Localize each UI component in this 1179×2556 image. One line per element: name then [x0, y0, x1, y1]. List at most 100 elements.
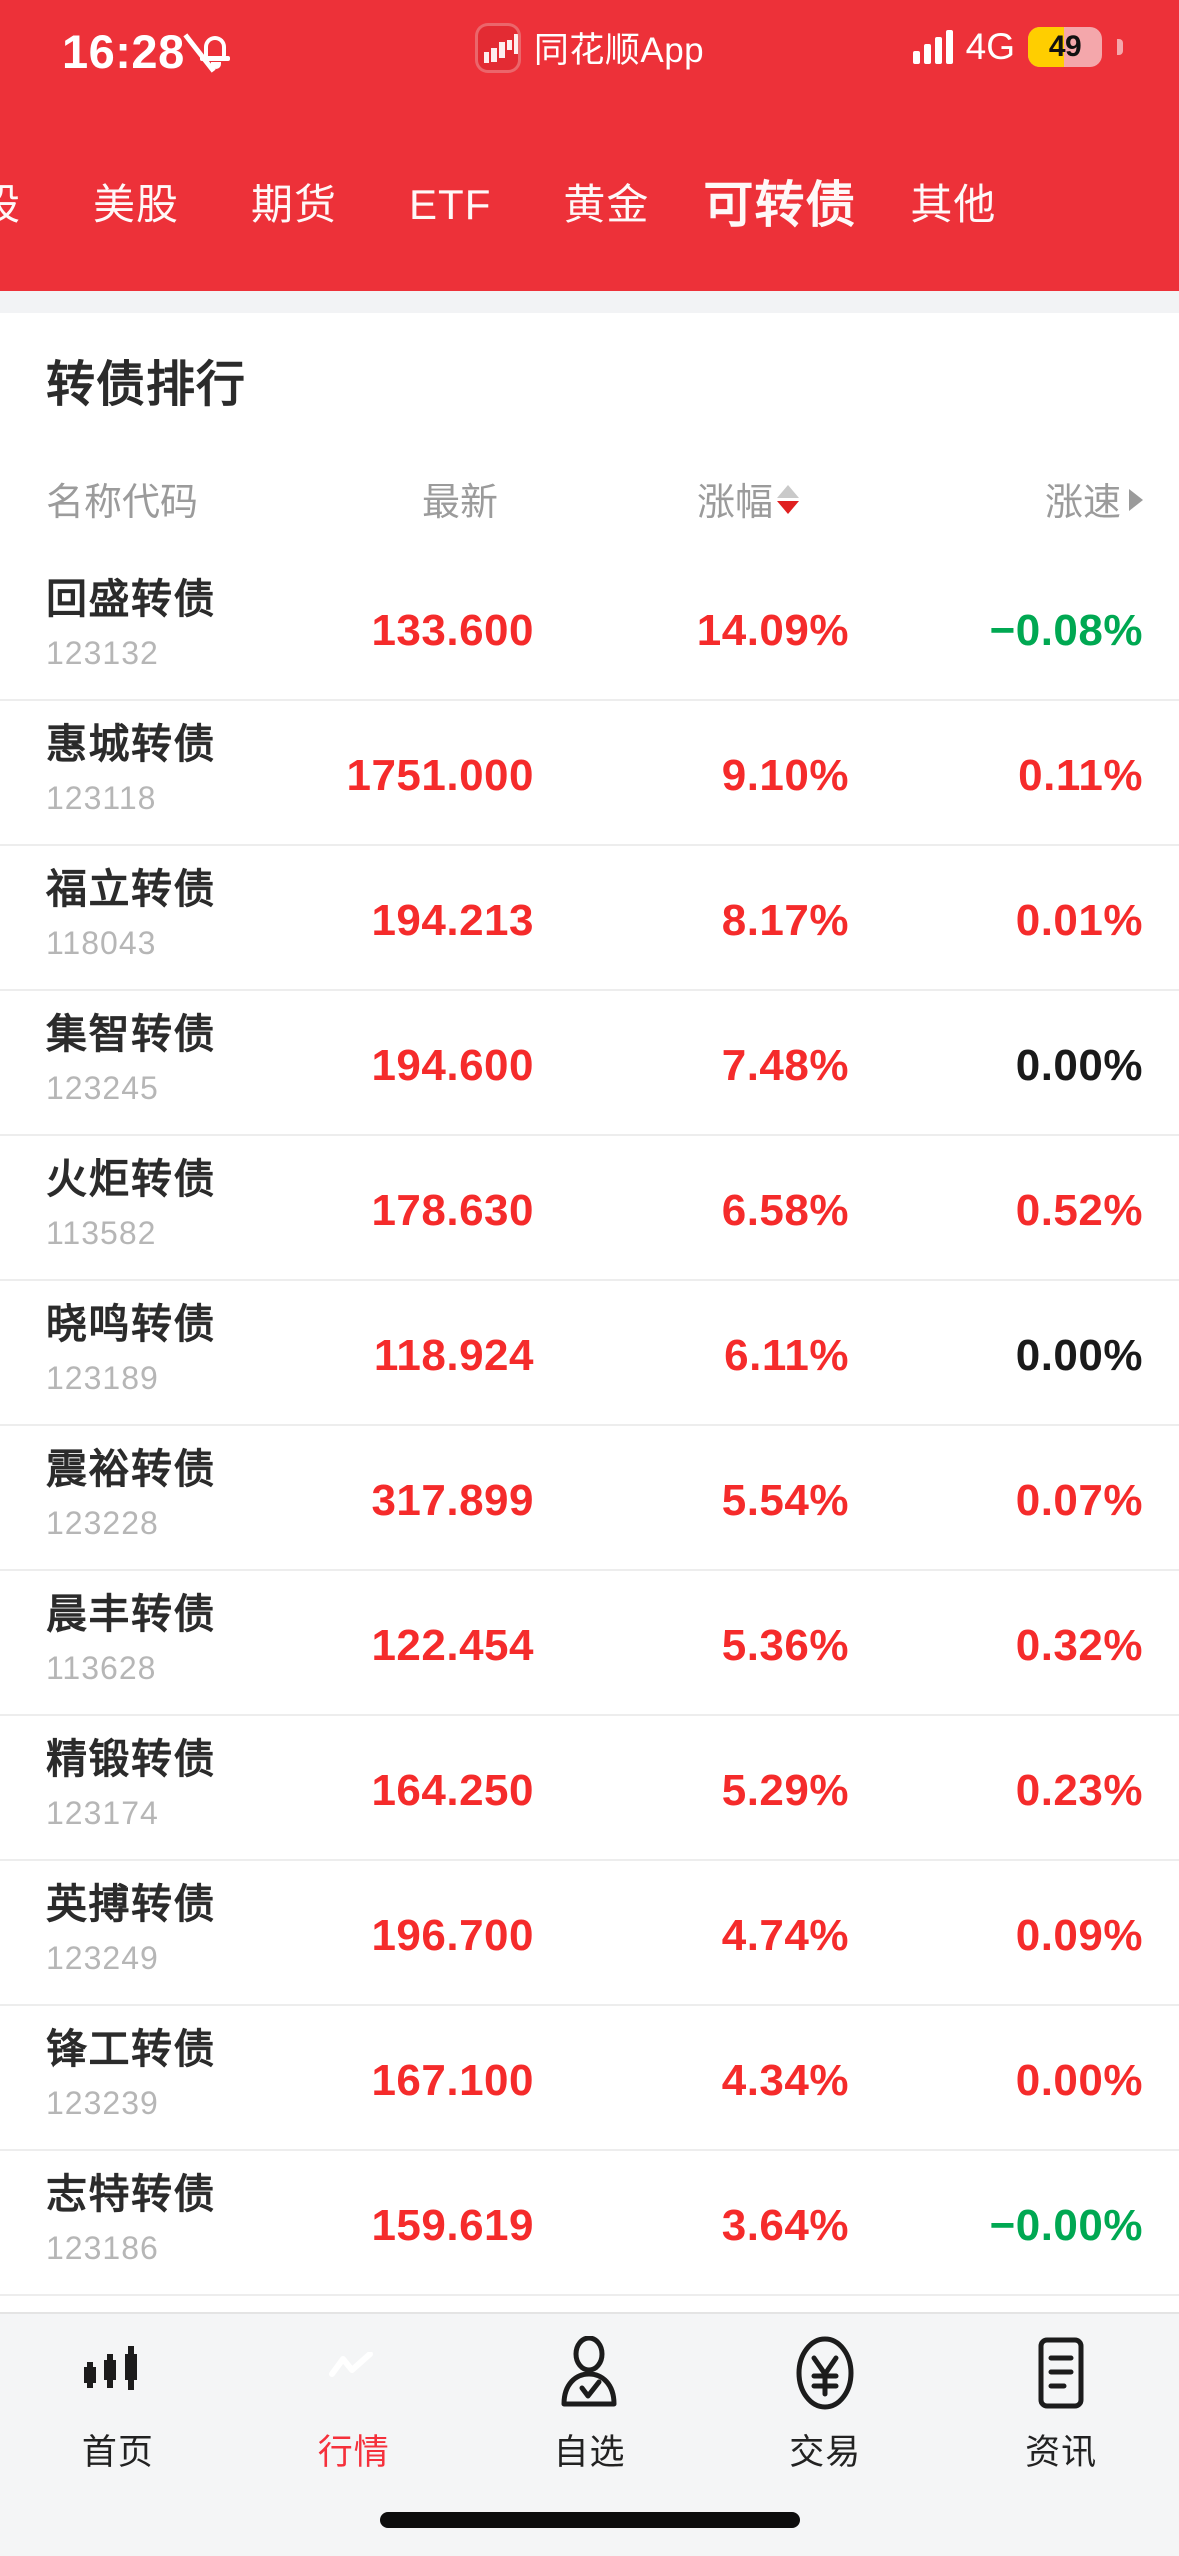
row-bond-code: 123228 [46, 1505, 159, 1542]
row-bond-code: 123118 [46, 780, 157, 817]
tab-home[interactable]: 首页 [0, 2336, 236, 2475]
bond-ranking-list[interactable]: 回盛转债 123132 133.600 14.09% −0.08% 惠城转债 123118 1… [0, 556, 1179, 2312]
row-speed-pct: 0.00% [1015, 1041, 1143, 1090]
row-last-price: 178.630 [371, 1186, 534, 1235]
tab-trade[interactable]: 交易 [707, 2336, 943, 2475]
chevron-right-icon[interactable] [1129, 489, 1143, 511]
row-bond-name: 晨丰转债 [46, 1591, 216, 1637]
column-header-last[interactable]: 最新 [422, 470, 498, 526]
row-change-pct: 6.11% [724, 1331, 849, 1380]
row-bond-name: 晓鸣转债 [46, 1301, 216, 1347]
row-last-price: 196.700 [371, 1911, 534, 1960]
row-speed-pct: 0.52% [1015, 1186, 1143, 1235]
status-bar-right: 4G 49 [912, 26, 1123, 68]
tab-home-label: 首页 [81, 2433, 154, 2472]
row-bond-name: 英搏转债 [46, 1881, 216, 1927]
table-row[interactable]: 集智转债 123245 194.600 7.48% 0.00% [0, 991, 1179, 1136]
table-row[interactable]: 回盛转债 123132 133.600 14.09% −0.08% [0, 556, 1179, 701]
network-type: 4G [965, 26, 1015, 67]
tab-market[interactable]: 行情 [236, 2336, 472, 2475]
row-bond-name: 惠城转债 [46, 721, 216, 767]
column-header-speed[interactable]: 涨速 [1045, 470, 1143, 526]
table-row[interactable]: 银轮转债 [0, 2296, 1179, 2312]
row-last-price: 167.100 [371, 2056, 534, 2105]
row-bond-name: 精锻转债 [46, 1736, 216, 1782]
nav-tab-0[interactable]: 股 [0, 183, 57, 226]
row-bond-name: 集智转债 [46, 1011, 216, 1057]
row-bond-code: 118043 [46, 925, 157, 962]
table-row[interactable]: 惠城转债 123118 1751.000 9.10% 0.11% [0, 701, 1179, 846]
row-bond-code: 113628 [46, 1650, 157, 1687]
row-last-price: 164.250 [371, 1766, 534, 1815]
row-change-pct: 4.34% [721, 2056, 849, 2105]
row-speed-pct: 0.11% [1018, 751, 1143, 800]
table-row[interactable]: 精锻转债 123174 164.250 5.29% 0.23% [0, 1716, 1179, 1861]
row-bond-name: 志特转债 [46, 2171, 216, 2217]
status-bar-left: 16:28 [62, 28, 233, 75]
row-bond-code: 123132 [46, 635, 159, 672]
tab-news[interactable]: 资讯 [943, 2336, 1179, 2475]
row-name-code: 惠城转债 123118 [46, 721, 216, 817]
row-change-pct: 7.48% [721, 1041, 849, 1090]
row-bond-name: 震裕转债 [46, 1446, 216, 1492]
row-name-code: 精锻转债 123174 [46, 1736, 216, 1832]
market-nav-tabs[interactable]: 股 美股 期货 ETF 黄金 可转债 其他 [0, 118, 1179, 291]
sort-arrows[interactable] [777, 484, 799, 514]
sort-ascending-icon[interactable] [777, 484, 799, 498]
nav-tab-5-active[interactable]: 可转债 [703, 176, 857, 233]
column-header-change[interactable]: 涨幅 [697, 470, 799, 526]
row-name-code: 锋工转债 123239 [46, 2026, 216, 2122]
row-speed-pct: 0.01% [1015, 896, 1143, 945]
row-change-pct: 9.10% [721, 751, 849, 800]
candlestick-app-logo-icon [474, 22, 521, 73]
tab-trade-label: 交易 [789, 2433, 862, 2472]
row-bond-code: 123249 [46, 1940, 159, 1977]
table-header: 名称代码 最新 涨幅 涨速 [0, 470, 1179, 556]
person-check-icon [552, 2335, 626, 2410]
nav-tab-6[interactable]: 其他 [910, 180, 997, 228]
status-time: 16:28 [62, 25, 185, 78]
battery-tip [1117, 39, 1123, 55]
tab-watchlist[interactable]: 自选 [472, 2335, 708, 2475]
column-header-last-label: 最新 [421, 481, 498, 524]
table-row[interactable]: 锋工转债 123239 167.100 4.34% 0.00% [0, 2006, 1179, 2151]
nav-tab-4[interactable]: 黄金 [563, 180, 650, 228]
row-name-code: 福立转债 118043 [46, 866, 216, 962]
table-row[interactable]: 火炬转债 113582 178.630 6.58% 0.52% [0, 1136, 1179, 1281]
row-name-code: 火炬转债 113582 [46, 1156, 216, 1252]
table-row[interactable]: 晓鸣转债 123189 118.924 6.11% 0.00% [0, 1281, 1179, 1426]
table-row[interactable]: 福立转债 118043 194.213 8.17% 0.01% [0, 846, 1179, 991]
status-bar-app-indicator: 同花顺App [0, 22, 1179, 73]
tab-news-label: 资讯 [1025, 2433, 1098, 2472]
nav-tab-3[interactable]: ETF [409, 180, 492, 228]
row-last-price: 194.600 [371, 1041, 534, 1090]
row-last-price: 1751.000 [346, 751, 534, 800]
line-chart-icon [317, 2336, 391, 2410]
row-last-price: 317.899 [371, 1476, 534, 1525]
candlestick-icon [81, 2336, 155, 2410]
battery-level: 49 [1048, 30, 1082, 63]
row-speed-pct: 0.00% [1015, 2056, 1143, 2105]
nav-tab-1[interactable]: 美股 [93, 180, 180, 228]
table-row[interactable]: 晨丰转债 113628 122.454 5.36% 0.32% [0, 1571, 1179, 1716]
row-name-code: 晓鸣转债 123189 [46, 1301, 216, 1397]
column-header-name-code[interactable]: 名称代码 [46, 470, 198, 526]
nav-tab-2[interactable]: 期货 [251, 180, 338, 228]
row-change-pct: 8.17% [721, 896, 849, 945]
row-change-pct: 6.58% [721, 1186, 849, 1235]
row-bond-code: 123186 [46, 2230, 159, 2267]
row-bond-code: 123174 [46, 1795, 159, 1832]
row-change-pct: 5.54% [721, 1476, 849, 1525]
table-row[interactable]: 震裕转债 123228 317.899 5.54% 0.07% [0, 1426, 1179, 1571]
row-last-price: 118.924 [373, 1331, 534, 1380]
bell-slash-icon [183, 32, 233, 73]
row-speed-pct: 0.32% [1015, 1621, 1143, 1670]
row-name-code: 志特转债 123186 [46, 2171, 216, 2267]
bottom-tab-bar[interactable]: 首页 行情 自选 [0, 2312, 1179, 2556]
sort-descending-icon[interactable] [777, 500, 799, 514]
row-speed-pct: 0.00% [1015, 1331, 1143, 1380]
table-row[interactable]: 志特转债 123186 159.619 3.64% −0.00% [0, 2151, 1179, 2296]
table-row[interactable]: 英搏转债 123249 196.700 4.74% 0.09% [0, 1861, 1179, 2006]
column-header-name-code-label: 名称代码 [46, 481, 199, 524]
